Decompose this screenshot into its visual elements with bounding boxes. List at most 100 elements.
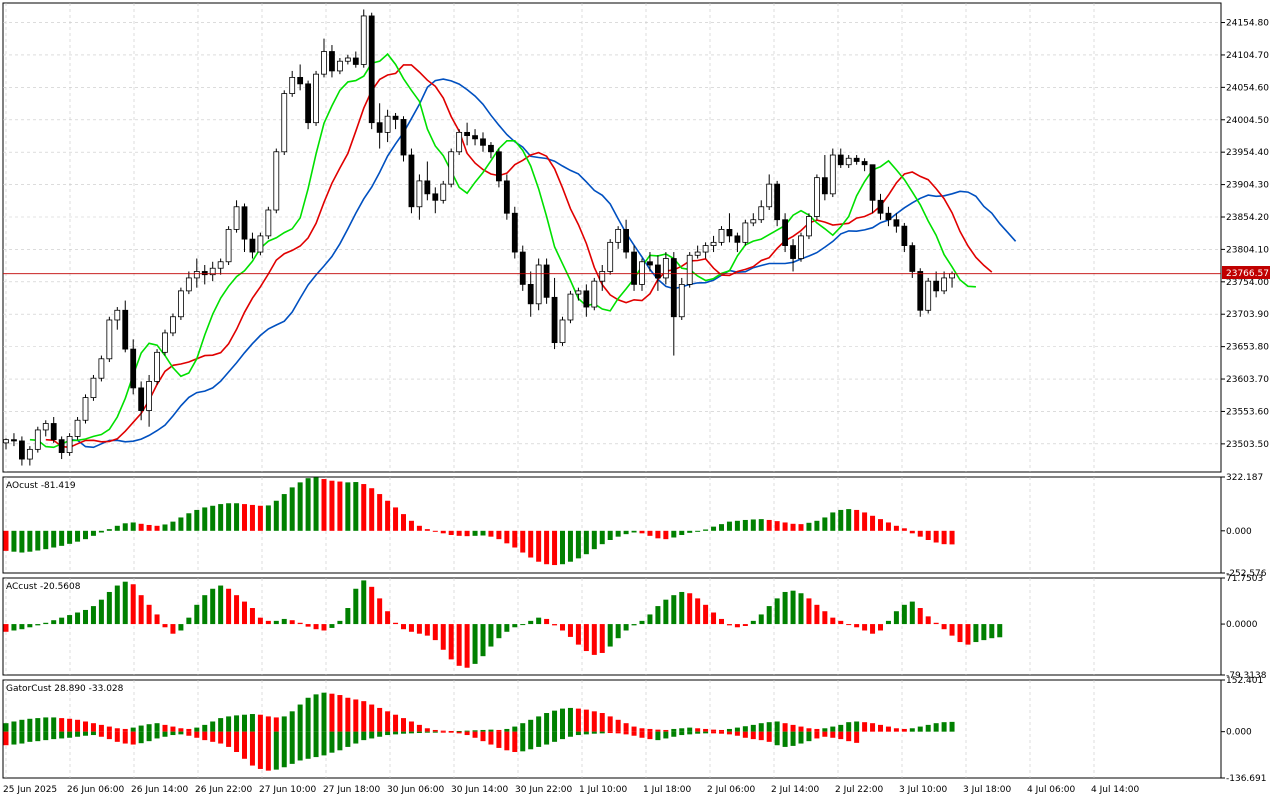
ao-bar	[544, 530, 550, 565]
gator-upper-bar	[3, 723, 9, 732]
ao-bar	[249, 504, 255, 531]
candle	[130, 348, 137, 389]
candle	[949, 273, 955, 279]
ao-bar	[432, 530, 438, 532]
gator-lower-bar	[297, 731, 303, 761]
gator-lower-bar	[814, 731, 820, 739]
ac-bar	[361, 580, 367, 625]
gator-upper-bar	[162, 724, 168, 732]
ao-bar	[170, 521, 176, 531]
gator-upper-bar	[790, 724, 796, 732]
candle	[241, 206, 248, 240]
ac-bar	[98, 599, 104, 625]
x-tick-label: 30 Jun 22:00	[515, 785, 572, 795]
gator-lower-bar	[719, 731, 724, 734]
ac-bar	[154, 614, 160, 625]
ac-bar	[560, 624, 565, 631]
gator-upper-bar	[273, 717, 279, 732]
ao-bar	[234, 503, 240, 531]
ac-bar	[854, 624, 860, 628]
candle	[710, 241, 717, 246]
ao-bar	[885, 522, 891, 531]
gator-lower-bar	[281, 731, 287, 768]
price-pane[interactable]	[3, 9, 1221, 466]
ac-bar	[249, 608, 255, 625]
ao-bar	[305, 478, 311, 531]
candle	[662, 258, 669, 279]
gator-indicator-pane[interactable]	[3, 692, 955, 771]
ac-bar	[186, 617, 192, 625]
gator-lower-bar	[321, 731, 327, 756]
candle	[615, 229, 622, 243]
candle	[869, 164, 876, 201]
gator-upper-bar	[512, 726, 518, 732]
candle	[432, 193, 439, 201]
gator-upper-bar	[472, 730, 478, 732]
ao-bar	[385, 500, 391, 531]
ao-bar	[122, 523, 128, 531]
gator-lower-bar	[226, 731, 232, 747]
candle	[909, 245, 916, 272]
ac-bar	[957, 624, 963, 643]
candle	[472, 135, 478, 140]
candle	[321, 51, 327, 75]
ao-bar	[345, 482, 351, 531]
gator-upper-bar	[782, 723, 788, 732]
ac-bar	[11, 624, 17, 631]
ao-bar	[623, 530, 629, 535]
ao-bar	[639, 530, 645, 534]
gator-upper-bar	[226, 716, 232, 732]
gator-lower-bar	[734, 731, 740, 736]
ac-bar	[536, 617, 542, 625]
gator-lower-bar	[424, 731, 430, 733]
candle	[503, 180, 510, 214]
ao-bar	[901, 528, 907, 531]
candle	[162, 332, 168, 353]
ao-indicator-pane[interactable]	[3, 477, 955, 566]
ao-bar	[830, 512, 836, 531]
ac-bar	[639, 620, 645, 625]
candle	[297, 76, 304, 85]
gator-upper-bar	[408, 721, 414, 732]
ao-bar	[671, 530, 677, 538]
ao-bar	[424, 529, 430, 531]
ao-bar	[607, 530, 613, 540]
candle	[170, 316, 176, 334]
gator-lower-bar	[711, 731, 717, 734]
ac-indicator-pane[interactable]	[3, 580, 1003, 668]
ac-bar	[504, 624, 510, 632]
gator-lower-bar	[273, 731, 279, 770]
ac-bar	[575, 624, 581, 645]
gator-upper-bar	[814, 728, 820, 732]
ac-bar	[75, 612, 81, 625]
ao-bar	[43, 530, 49, 550]
gator-upper-bar	[130, 727, 136, 732]
gator-lower-bar	[385, 731, 391, 736]
ac-bar	[257, 617, 263, 625]
ac-bar	[170, 624, 176, 634]
candle	[670, 258, 677, 318]
candle	[925, 280, 932, 311]
ao-bar	[631, 530, 637, 533]
candle	[217, 261, 224, 269]
gator-upper-bar	[663, 729, 669, 732]
ao-bar	[401, 514, 406, 531]
price-y-tick-label: 23553.60	[1226, 407, 1269, 417]
ac-bar	[567, 624, 573, 637]
ac-bar	[806, 598, 812, 625]
candle	[901, 225, 908, 246]
ao-bar	[281, 494, 287, 531]
gator-upper-bar	[774, 721, 780, 732]
gator-upper-bar	[170, 726, 176, 732]
gator-upper-bar	[448, 730, 454, 732]
ao-y-tick-label: 322.187	[1226, 473, 1263, 483]
gator-upper-bar	[313, 694, 319, 732]
gator-lower-bar	[615, 731, 621, 734]
candle	[416, 180, 423, 208]
ao-bar	[146, 524, 152, 531]
gator-lower-bar	[742, 731, 748, 738]
gator-upper-bar	[178, 728, 184, 732]
gator-upper-bar	[830, 726, 836, 732]
gator-upper-bar	[59, 718, 65, 732]
